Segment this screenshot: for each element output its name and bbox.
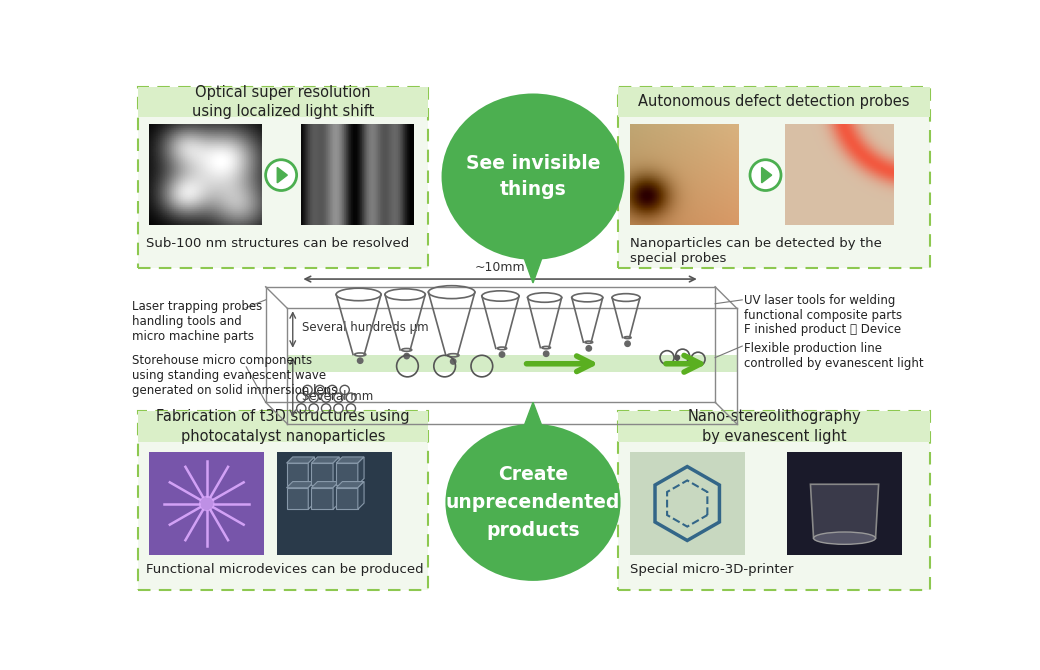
Bar [287, 355, 736, 373]
Bar [618, 411, 930, 590]
Circle shape [750, 159, 781, 190]
Polygon shape [521, 249, 545, 283]
Text: Several hundreds μm: Several hundreds μm [302, 321, 428, 334]
Circle shape [265, 159, 296, 190]
Bar [787, 452, 902, 555]
Polygon shape [278, 168, 287, 183]
Polygon shape [810, 484, 879, 538]
Polygon shape [311, 457, 339, 463]
Text: Laser trapping probes
handling tools and
micro machine parts: Laser trapping probes handling tools and… [132, 300, 262, 343]
Bar [137, 411, 428, 442]
Bar [150, 452, 264, 555]
Bar [137, 411, 428, 590]
Bar [618, 86, 930, 267]
Text: Special micro-3D-printer: Special micro-3D-printer [630, 563, 794, 576]
Text: Functional microdevices can be produced: Functional microdevices can be produced [146, 563, 423, 576]
Ellipse shape [442, 94, 624, 260]
Polygon shape [336, 457, 364, 463]
Circle shape [199, 496, 214, 511]
Text: ~10mm: ~10mm [474, 261, 525, 275]
Text: See invisible
things: See invisible things [466, 154, 600, 200]
Bar [630, 125, 738, 225]
Text: Autonomous defect detection probes: Autonomous defect detection probes [639, 94, 910, 109]
Bar [287, 463, 308, 484]
Circle shape [544, 351, 549, 356]
Polygon shape [333, 482, 339, 509]
Bar [311, 463, 333, 484]
Bar [311, 488, 333, 509]
Bar [785, 125, 893, 225]
Ellipse shape [445, 424, 621, 581]
Polygon shape [308, 457, 314, 484]
Bar [336, 488, 358, 509]
Circle shape [587, 346, 592, 351]
Text: Storehouse micro components
using standing evanescent wave
generated on solid im: Storehouse micro components using standi… [132, 354, 338, 397]
Polygon shape [287, 457, 314, 463]
Circle shape [675, 355, 679, 360]
Circle shape [499, 352, 504, 357]
Polygon shape [336, 482, 364, 488]
Text: Nano-stereolithography
by evanescent light: Nano-stereolithography by evanescent lig… [687, 409, 861, 444]
Bar [336, 463, 358, 484]
Polygon shape [521, 402, 545, 436]
Text: F inished product ・ Device: F inished product ・ Device [744, 323, 901, 336]
Text: Several mm: Several mm [302, 391, 373, 403]
Ellipse shape [813, 532, 876, 544]
Polygon shape [358, 457, 364, 484]
Text: Optical super resolution
using localized light shift: Optical super resolution using localized… [191, 84, 374, 119]
Circle shape [404, 353, 410, 358]
Bar [150, 125, 262, 225]
Polygon shape [761, 168, 772, 183]
Polygon shape [358, 482, 364, 509]
Bar [618, 411, 930, 442]
Bar [618, 86, 930, 117]
Bar [630, 452, 745, 555]
Circle shape [450, 358, 456, 364]
Circle shape [625, 341, 630, 346]
Bar [301, 125, 413, 225]
Text: Create
unprecendented
products: Create unprecendented products [446, 465, 620, 540]
Bar [287, 488, 308, 509]
Polygon shape [287, 482, 314, 488]
Bar [278, 452, 392, 555]
Text: Nanoparticles can be detected by the
special probes: Nanoparticles can be detected by the spe… [630, 237, 882, 265]
Text: Sub-100 nm structures can be resolved: Sub-100 nm structures can be resolved [146, 237, 409, 250]
Bar [137, 86, 428, 267]
Polygon shape [308, 482, 314, 509]
Bar [137, 86, 428, 117]
Circle shape [358, 358, 363, 363]
Text: UV laser tools for welding
functional composite parts: UV laser tools for welding functional co… [744, 294, 902, 322]
Text: Flexible production line
controlled by evanescent light: Flexible production line controlled by e… [744, 342, 924, 371]
Polygon shape [311, 482, 339, 488]
Polygon shape [333, 457, 339, 484]
Text: Fabrication of t3D structures using
photocatalyst nanoparticles: Fabrication of t3D structures using phot… [156, 409, 410, 444]
